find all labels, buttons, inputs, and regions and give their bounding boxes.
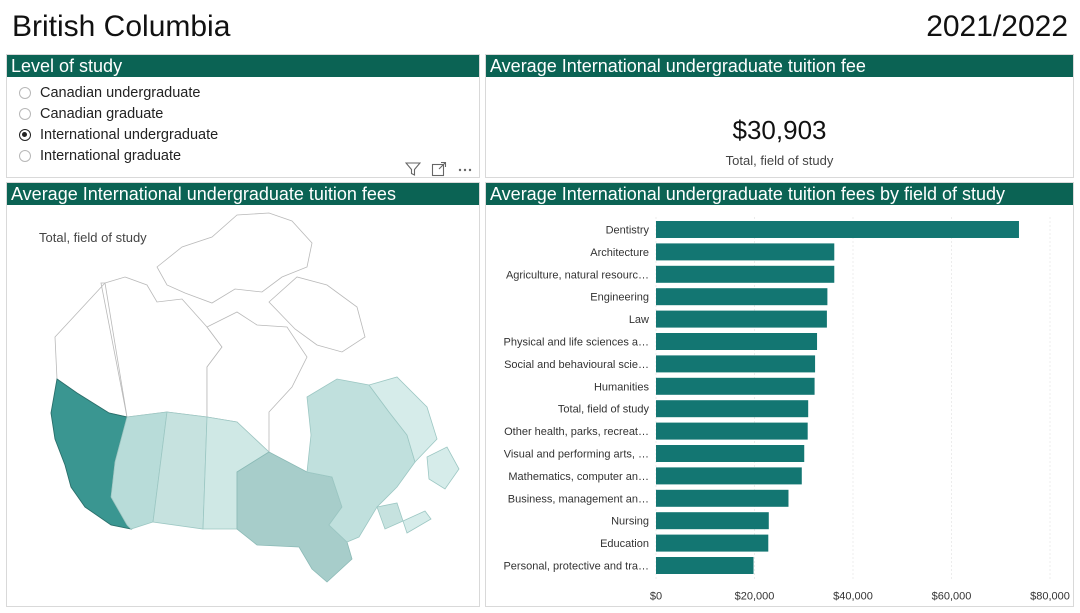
canada-map	[50, 212, 460, 583]
radio-label: International graduate	[40, 147, 182, 164]
x-tick-label: $60,000	[932, 590, 972, 602]
map-caption: Total, field of study	[39, 230, 147, 245]
x-tick-label: $40,000	[833, 590, 873, 602]
more-options-icon[interactable]	[457, 161, 473, 177]
radio-option-international-graduate[interactable]: International graduate	[19, 145, 218, 166]
radio-option-canadian-graduate[interactable]: Canadian graduate	[19, 103, 218, 124]
map-region-newfoundland-island[interactable]	[426, 446, 460, 490]
bar[interactable]	[656, 377, 815, 395]
x-tick-label: $20,000	[735, 590, 775, 602]
bar[interactable]	[656, 221, 1019, 238]
category-label: Law	[629, 314, 649, 326]
category-label: Mathematics, computer an…	[508, 471, 649, 483]
kpi-label: Total, field of study	[725, 153, 834, 168]
map-visual: Average International undergraduate tuit…	[6, 182, 480, 607]
map-region-new-brunswick[interactable]	[376, 502, 404, 530]
level-of-study-slicer: Level of study Canadian undergraduate Ca…	[6, 54, 480, 178]
radio-label: Canadian graduate	[40, 105, 164, 122]
focus-mode-icon[interactable]	[431, 161, 447, 177]
category-label: Visual and performing arts, …	[504, 449, 649, 461]
category-label: Humanities	[594, 381, 650, 393]
chart-x-axis: $0 $20,000 $40,000 $60,000 $80,000	[650, 590, 1070, 602]
radio-button-selected[interactable]	[19, 128, 31, 141]
panel-title: Average International undergraduate tuit…	[486, 183, 1073, 205]
bar-chart-visual: Average International undergraduate tuit…	[485, 182, 1074, 607]
category-label: Dentistry	[606, 225, 650, 237]
map-region-nova-scotia[interactable]	[402, 510, 432, 534]
map-region-arctic-islands[interactable]	[156, 212, 313, 304]
province-title: British Columbia	[12, 10, 231, 43]
radio-button[interactable]	[19, 86, 31, 99]
radio-button[interactable]	[19, 149, 31, 162]
bar[interactable]	[656, 355, 816, 373]
bar[interactable]	[656, 265, 835, 283]
category-label: Total, field of study	[558, 404, 650, 416]
category-label: Personal, protective and tra…	[503, 561, 649, 573]
panel-title: Average International undergraduate tuit…	[7, 183, 479, 205]
panel-title: Average International undergraduate tuit…	[486, 55, 1073, 77]
radio-label: Canadian undergraduate	[40, 84, 201, 101]
kpi-value: $30,903	[732, 115, 827, 145]
category-label: Other health, parks, recreat…	[504, 426, 649, 438]
bar[interactable]	[656, 288, 828, 306]
radio-option-international-undergraduate[interactable]: International undergraduate	[19, 124, 218, 145]
bar[interactable]	[656, 400, 809, 418]
category-label: Business, management an…	[508, 493, 649, 505]
bar[interactable]	[656, 310, 827, 328]
map-region-newfoundland-labrador[interactable]	[368, 376, 438, 463]
bar[interactable]	[656, 333, 818, 350]
radio-button[interactable]	[19, 107, 31, 120]
map-region-baffin-island[interactable]	[268, 276, 366, 353]
bar[interactable]	[656, 467, 802, 485]
radio-option-canadian-undergraduate[interactable]: Canadian undergraduate	[19, 82, 218, 103]
bar-chart: Dentistry Architecture Agriculture, natura…	[503, 217, 1070, 602]
radio-label: International undergraduate	[40, 126, 219, 143]
panel-title: Level of study	[7, 55, 479, 77]
chart-category-labels: Dentistry Architecture Agriculture, natura…	[503, 225, 649, 573]
category-label: Education	[600, 538, 649, 550]
radio-group: Canadian undergraduate Canadian graduate…	[19, 82, 218, 166]
bar[interactable]	[656, 422, 808, 440]
category-label: Nursing	[611, 516, 649, 528]
bar[interactable]	[656, 534, 769, 552]
x-tick-label: $80,000	[1030, 590, 1070, 602]
year-title: 2021/2022	[926, 10, 1068, 43]
category-label: Architecture	[590, 247, 649, 259]
x-tick-label: $0	[650, 590, 662, 602]
bar[interactable]	[656, 445, 805, 462]
bar[interactable]	[656, 512, 769, 530]
chart-bars	[656, 221, 1019, 574]
filter-icon[interactable]	[404, 161, 422, 177]
bar[interactable]	[656, 243, 835, 261]
category-label: Physical and life sciences a…	[503, 337, 649, 349]
visual-toolbar	[404, 161, 473, 177]
bar[interactable]	[656, 557, 754, 574]
category-label: Agriculture, natural resourc…	[506, 269, 649, 281]
map-region-nunavut[interactable]	[206, 311, 308, 453]
category-label: Social and behavioural scie…	[504, 359, 649, 371]
bar[interactable]	[656, 489, 789, 507]
kpi-card: Average International undergraduate tuit…	[485, 54, 1074, 178]
category-label: Engineering	[590, 292, 649, 304]
